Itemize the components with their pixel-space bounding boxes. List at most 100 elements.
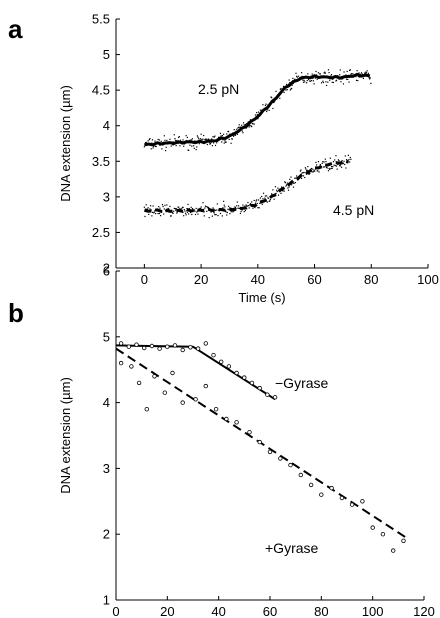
chart-a-data-point (163, 213, 165, 215)
chart-a-data-point (266, 109, 268, 111)
chart-a-data-point (269, 200, 271, 202)
chart-b-data-point (278, 456, 283, 461)
chart-a-data-point (146, 208, 149, 210)
chart-a-data-point (169, 138, 171, 140)
chart-a-data-point (248, 126, 250, 128)
chart-a-data-point (204, 139, 206, 141)
chart-a-data-point (290, 88, 292, 90)
chart-a-data-point (318, 171, 320, 173)
chart-a-data-point (302, 175, 305, 177)
chart-a-data-point (276, 189, 278, 191)
chart-a-data-point (238, 124, 240, 126)
chart-a-data-point (332, 166, 334, 168)
chart-a-data-point (249, 203, 252, 205)
chart-a-data-point (352, 73, 354, 75)
chart-a-data-point (262, 198, 264, 200)
chart-a-data-point (317, 161, 320, 163)
chart-a-data-point (230, 142, 232, 144)
chart-a-data-point (221, 134, 223, 137)
chart-a-data-point (259, 109, 262, 111)
chart-b-data-point (242, 375, 247, 380)
chart-a-data-point (214, 209, 217, 211)
chart-a-data-point (291, 184, 293, 186)
chart-a-data-point (174, 137, 176, 140)
chart-a-data-point (213, 136, 215, 138)
chart-a-data-point (196, 211, 198, 213)
chart-a-data-point (254, 114, 257, 116)
chart-a-data-point (218, 136, 220, 138)
chart-a-data-point (186, 136, 189, 139)
chart-a-data-point (340, 166, 343, 168)
chart-a-data-point (202, 202, 204, 204)
chart-a-data-point (330, 167, 332, 170)
chart-a-data-point (279, 88, 281, 90)
chart-a-data-point (195, 149, 197, 151)
chart-a-data-point (234, 206, 237, 209)
chart-a-data-point (368, 77, 370, 79)
chart-a-data-point (157, 138, 159, 141)
chart-a-data-point (355, 79, 358, 81)
chart-a-data-point (193, 210, 195, 212)
chart-a-data-point (239, 212, 242, 215)
chart-a-data-point (227, 130, 229, 132)
chart-a-data-point (216, 203, 218, 205)
chart-a-data-point (342, 83, 345, 85)
chart-a-data-point (143, 206, 145, 208)
chart-a-data-point (264, 104, 267, 107)
chart-a-data-point (350, 73, 353, 75)
chart-a-x-tick-label: 0 (141, 272, 148, 287)
chart-a-data-point (266, 195, 268, 197)
chart-a-data-point (267, 197, 269, 199)
chart-a-data-point (300, 169, 302, 171)
chart-a-data-point (252, 123, 254, 125)
chart-a-data-point (285, 185, 287, 187)
chart-a-data-point (161, 148, 163, 150)
chart-a-data-point (342, 163, 344, 165)
chart-b-x-tick-label: 20 (160, 604, 174, 618)
chart-a-data-point (329, 168, 331, 171)
chart-a-data-point (196, 210, 199, 212)
chart-a-data-point (151, 139, 154, 141)
chart-a-data-point (158, 206, 160, 208)
chart-a-data-point (163, 208, 165, 210)
chart-a-data-point (309, 80, 311, 82)
chart-a-data-point (335, 155, 337, 157)
chart-a-data-point (155, 145, 157, 148)
chart-b-data-point (129, 364, 134, 369)
chart-a-data-point (310, 80, 313, 82)
chart-a-data-point (303, 79, 305, 81)
chart-b-y-axis-label: DNA extension (µm) (58, 377, 73, 494)
chart-a-data-point (223, 133, 225, 135)
chart-a-data-point (212, 136, 214, 138)
chart-a-data-point (264, 197, 266, 199)
chart-a-data-point (191, 138, 194, 140)
chart-a-data-point (245, 204, 247, 206)
chart-a-data-point (362, 77, 364, 80)
chart-a-data-point (221, 141, 223, 143)
chart-a-data-point (313, 169, 315, 172)
chart-a-data-point (247, 205, 250, 207)
chart-a-data-point (280, 192, 282, 195)
chart-a-data-point (315, 164, 318, 166)
chart-a-data-point (179, 139, 182, 141)
chart-a-data-point (302, 81, 305, 83)
chart-a-data-point (296, 175, 298, 177)
chart-a-data-point (319, 163, 321, 166)
chart-b-data-point (329, 485, 334, 491)
chart-a-data-point (226, 211, 228, 214)
chart-a-y-tick-label: 5 (103, 47, 110, 62)
chart-a-data-point (334, 164, 336, 167)
chart-a-data-point (220, 135, 222, 137)
chart-b-data-point (288, 462, 293, 468)
chart-a-data-point (211, 138, 213, 140)
chart-a-data-point (202, 138, 204, 140)
chart-a-data-point (246, 123, 248, 125)
chart-b-y-tick-label: 2 (103, 527, 110, 542)
chart-a-data-point (232, 135, 235, 137)
chart-a-data-point (327, 69, 330, 71)
chart-a-data-point (340, 81, 342, 83)
chart-b-data-point (195, 346, 201, 351)
chart-a-data-point (199, 138, 202, 140)
chart-a-data-point (296, 75, 298, 77)
